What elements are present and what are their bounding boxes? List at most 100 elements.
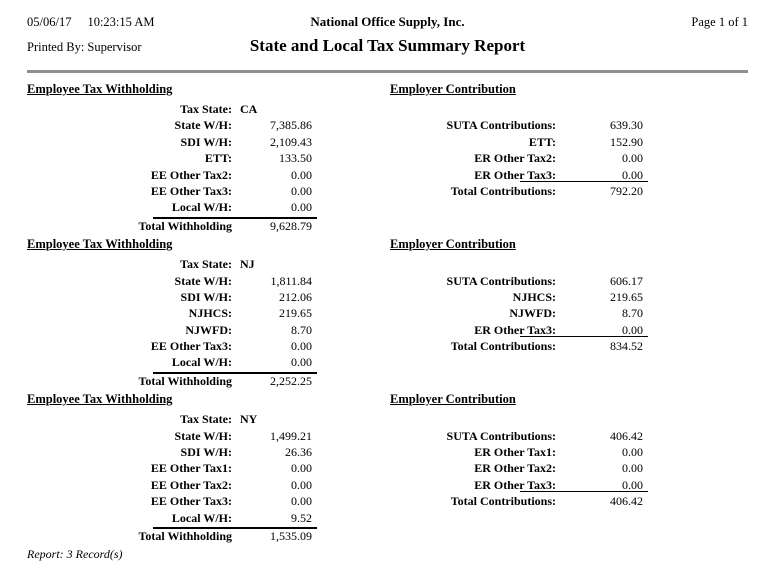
tax-row-value: 133.50 [279, 151, 312, 166]
header-line-1: 05/06/17 10:23:15 AM National Office Supp… [27, 14, 748, 36]
employee-withholding-header-text: Employee Tax Withholding [27, 237, 173, 252]
withholding-total-value: 1,535.09 [270, 528, 312, 543]
tax-row-label: State W/H: [174, 428, 232, 443]
contribution-total-row: Total Contributions: 792.20 [390, 183, 680, 199]
tax-row-value: 26.36 [285, 445, 312, 460]
employer-contribution-column: Employer Contribution SUTA Contributions… [390, 237, 680, 354]
tax-row-value: 0.00 [291, 477, 312, 492]
tax-row-value: 2,109.43 [270, 134, 312, 149]
header-line-2: Printed By: Supervisor State and Local T… [27, 36, 748, 64]
tax-row-value: 0.00 [291, 167, 312, 182]
tax-row: NJHCS: 219.65 [27, 305, 357, 321]
withholding-total-label: Total Withholding [138, 373, 233, 388]
employee-withholding-column: Employee Tax Withholding Tax State: CA S… [27, 82, 357, 234]
contribution-total-label: Total Contributions: [450, 183, 556, 198]
employer-contribution-header: Employer Contribution [390, 82, 680, 101]
tax-row-label: SDI W/H: [180, 445, 232, 460]
withholding-total-label: Total Withholding [138, 528, 233, 543]
tax-row: NJWFD: 8.70 [390, 305, 680, 321]
tax-row: ER Other Tax3: 0.00 [390, 167, 680, 183]
tax-row-value: 0.00 [622, 461, 643, 476]
tax-state-row: Tax State: CA [27, 101, 357, 117]
record-count: Report: 3 Record(s) [27, 547, 123, 562]
tax-row-label: SDI W/H: [180, 134, 232, 149]
employee-withholding-column: Employee Tax Withholding Tax State: NJ S… [27, 237, 357, 389]
tax-row: ER Other Tax3: 0.00 [390, 477, 680, 493]
page-indicator: Page 1 of 1 [691, 15, 748, 29]
tax-row-value: 0.00 [291, 461, 312, 476]
tax-row: SUTA Contributions: 639.30 [390, 117, 680, 133]
tax-row-value: 7,385.86 [270, 118, 312, 133]
employee-withholding-header: Employee Tax Withholding [27, 237, 357, 256]
contribution-rows: SUTA Contributions: 606.17 NJHCS: 219.65 NJW… [390, 273, 680, 339]
tax-row-label: EE Other Tax3: [150, 494, 232, 509]
tax-row-label: SDI W/H: [180, 289, 232, 304]
employer-contribution-header-text: Employer Contribution [390, 237, 516, 252]
tax-row: State W/H: 7,385.86 [27, 117, 357, 133]
tax-row-value: 0.00 [622, 445, 643, 460]
tax-row-value: 0.00 [291, 355, 312, 370]
tax-state-value: NJ [240, 257, 255, 272]
tax-row-value: 8.70 [622, 306, 643, 321]
tax-state-row: Tax State: NY [27, 411, 357, 427]
tax-row-value: 606.17 [610, 273, 643, 288]
employer-contribution-column: Employer Contribution SUTA Contributions… [390, 82, 680, 199]
tax-row-value: 0.00 [291, 494, 312, 509]
tax-row-label: State W/H: [174, 273, 232, 288]
tax-state-section: Employee Tax Withholding Tax State: NJ S… [27, 237, 748, 389]
tax-row-value: 0.00 [622, 151, 643, 166]
employer-contribution-column: Employer Contribution SUTA Contributions… [390, 392, 680, 509]
employer-contribution-header: Employer Contribution [390, 237, 680, 256]
withholding-total-label: Total Withholding [138, 218, 233, 233]
report-title: State and Local Tax Summary Report [249, 36, 526, 55]
tax-row-value: 212.06 [279, 289, 312, 304]
tax-row-label: EE Other Tax2: [150, 477, 232, 492]
tax-row-label: ER Other Tax2: [474, 151, 556, 166]
tax-row-label: ETT: [204, 151, 232, 166]
employee-withholding-header-text: Employee Tax Withholding [27, 392, 173, 407]
tax-row: State W/H: 1,499.21 [27, 428, 357, 444]
tax-row-value: 0.00 [622, 167, 643, 182]
tax-row-label: EE Other Tax3: [150, 339, 232, 354]
employee-withholding-header: Employee Tax Withholding [27, 82, 357, 101]
tax-row: NJHCS: 219.65 [390, 289, 680, 305]
withholding-total-row: Total Withholding 2,252.25 [27, 373, 357, 389]
tax-row-label: NJWFD: [185, 322, 232, 337]
tax-state-label: Tax State: [180, 257, 232, 272]
tax-row: EE Other Tax3: 0.00 [27, 493, 357, 509]
withholding-total-row: Total Withholding 9,628.79 [27, 218, 357, 234]
contribution-total-row: Total Contributions: 406.42 [390, 493, 680, 509]
tax-state-value: NY [240, 412, 258, 427]
tax-row-label: SUTA Contributions: [446, 428, 556, 443]
contribution-total-value: 792.20 [610, 183, 643, 198]
tax-state-row: Tax State: NJ [27, 256, 357, 272]
contribution-total-rule [520, 180, 648, 183]
tax-row-label: ER Other Tax2: [474, 461, 556, 476]
tax-row-label: NJHCS: [512, 289, 556, 304]
tax-row-label: Local W/H: [171, 510, 232, 525]
tax-row-label: SUTA Contributions: [446, 273, 556, 288]
tax-row-value: 0.00 [622, 477, 643, 492]
tax-row-value: 0.00 [291, 339, 312, 354]
tax-row-value: 0.00 [622, 322, 643, 337]
tax-row-label: Local W/H: [171, 200, 232, 215]
tax-row-value: 8.70 [291, 322, 312, 337]
report-time: 10:23:15 AM [87, 15, 155, 29]
tax-row-value: 1,499.21 [270, 428, 312, 443]
tax-row: ER Other Tax2: 0.00 [390, 150, 680, 166]
employer-contribution-header: Employer Contribution [390, 392, 680, 411]
tax-row-value: 219.65 [610, 289, 643, 304]
tax-row-label: EE Other Tax3: [150, 183, 232, 198]
withholding-total-rule [153, 526, 317, 529]
tax-row-label: ER Other Tax3: [474, 167, 556, 182]
withholding-rows: State W/H: 1,811.84 SDI W/H: 212.06 NJHCS: 21… [27, 273, 357, 371]
contribution-rows: SUTA Contributions: 639.30 ETT: 152.90 ER Ot… [390, 117, 680, 183]
tax-row-label: NJHCS: [188, 306, 232, 321]
tax-row: SDI W/H: 26.36 [27, 444, 357, 460]
contribution-total-label: Total Contributions: [450, 339, 556, 354]
header-datetime: 05/06/17 10:23:15 AM [27, 15, 310, 30]
tax-row: EE Other Tax3: 0.00 [27, 183, 357, 199]
printed-by: Printed By: Supervisor [27, 40, 142, 54]
contribution-rows: SUTA Contributions: 406.42 ER Other Tax1: 0… [390, 428, 680, 494]
